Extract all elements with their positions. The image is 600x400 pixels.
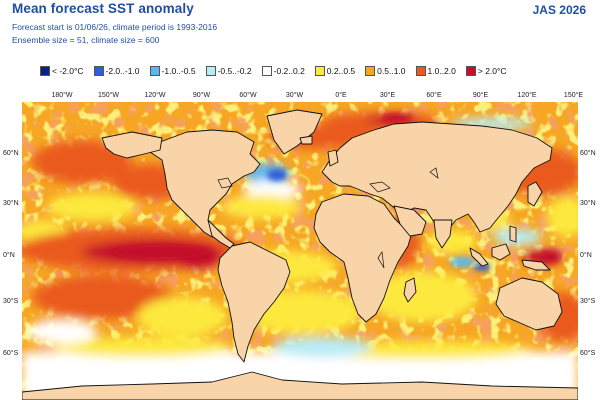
- longitude-label: 30°E: [379, 92, 396, 99]
- longitude-label: 180°W: [51, 92, 73, 99]
- legend-label: > 2.0°C: [477, 66, 507, 76]
- legend-swatch: [205, 66, 216, 76]
- borneo: [491, 243, 511, 261]
- legend-label: -1.0..-0.5: [161, 66, 196, 76]
- forecast-info-line: Forecast start is 01/06/26, climate peri…: [12, 22, 218, 32]
- great-britain: [327, 149, 339, 167]
- latitude-label: 60°S: [580, 350, 596, 357]
- legend-label: -2.0..-1.0: [105, 66, 140, 76]
- south-america: [217, 241, 291, 363]
- legend-label: 0.2..0.5: [326, 66, 356, 76]
- ensemble-info-line: Ensemble size = 51, climate size = 600: [12, 35, 160, 45]
- legend-swatch: [40, 66, 50, 76]
- legend-label: 1.0..2.0: [427, 66, 456, 76]
- longitude-label: 90°W: [192, 92, 211, 99]
- legend-label: 0.5..1.0: [377, 66, 406, 76]
- legend-swatch: [261, 66, 272, 76]
- longitude-label: 0°E: [335, 92, 347, 99]
- longitude-label: 120°W: [144, 92, 166, 99]
- arabia: [393, 205, 427, 237]
- australia: [495, 277, 563, 331]
- longitude-label: 30°W: [285, 92, 304, 99]
- legend-label: -0.5..-0.2: [217, 66, 252, 76]
- legend-item: 0.2..0.5: [314, 66, 356, 76]
- latitude-label: 60°S: [3, 350, 19, 357]
- legend-swatch: [365, 66, 376, 76]
- madagascar: [403, 277, 417, 303]
- antarctica: [22, 371, 578, 400]
- latitude-label: 60°N: [580, 150, 596, 157]
- longitude-label: 60°W: [239, 92, 257, 99]
- legend-swatch: [314, 66, 325, 76]
- japan: [527, 181, 543, 207]
- legend-swatch: [465, 66, 476, 76]
- alaska: [101, 131, 163, 159]
- latitude-label: 0°N: [3, 252, 15, 259]
- legend-label: -0.2..0.2: [273, 66, 305, 76]
- africa: [313, 193, 413, 323]
- latitude-label: 30°N: [3, 200, 19, 207]
- legend-swatch: [149, 66, 160, 76]
- longitude-label: 60°E: [426, 92, 442, 99]
- legend-swatch: [415, 66, 426, 76]
- legend-item: < -2.0°C: [40, 66, 84, 76]
- color-legend: < -2.0°C -2.0..-1.0 -1.0..-0.5 -0.5..-0.2 -0…: [40, 66, 507, 76]
- legend-item: 0.5..1.0: [365, 66, 406, 76]
- inland-lakes: [217, 167, 439, 269]
- sst-anomaly-map: [22, 102, 578, 400]
- latitude-label: 60°N: [3, 150, 19, 157]
- iceland: [299, 135, 313, 145]
- legend-item: -1.0..-0.5: [149, 66, 196, 76]
- longitude-label: 150°E: [563, 92, 584, 99]
- legend-item: 1.0..2.0: [415, 66, 456, 76]
- legend-label: < -2.0°C: [52, 66, 84, 76]
- latitude-label: 0°N: [580, 252, 592, 259]
- latitude-label: 30°S: [3, 298, 19, 305]
- longitude-label: 120°E: [517, 92, 537, 99]
- legend-swatch: [93, 66, 104, 76]
- legend-item: -0.2..0.2: [261, 66, 305, 76]
- latitude-label: 30°S: [580, 298, 596, 305]
- sumatra: [469, 247, 489, 267]
- longitude-label: 90°E: [472, 92, 489, 99]
- india: [433, 219, 453, 249]
- season-label: JAS 2026: [532, 3, 586, 17]
- legend-item: -0.5..-0.2: [205, 66, 252, 76]
- latitude-label: 30°N: [580, 200, 596, 207]
- longitude-label: 150°W: [97, 92, 120, 99]
- map-title: Mean forecast SST anomaly: [12, 1, 194, 16]
- legend-item: -2.0..-1.0: [93, 66, 140, 76]
- longitude-axis: 180°W 150°W 120°W 90°W 60°W 30°W 0°E 30°E 60°E 90…: [22, 92, 583, 102]
- new-guinea: [521, 259, 551, 271]
- philippines: [509, 225, 517, 243]
- land-masses: [22, 109, 578, 400]
- legend-item: > 2.0°C: [465, 66, 507, 76]
